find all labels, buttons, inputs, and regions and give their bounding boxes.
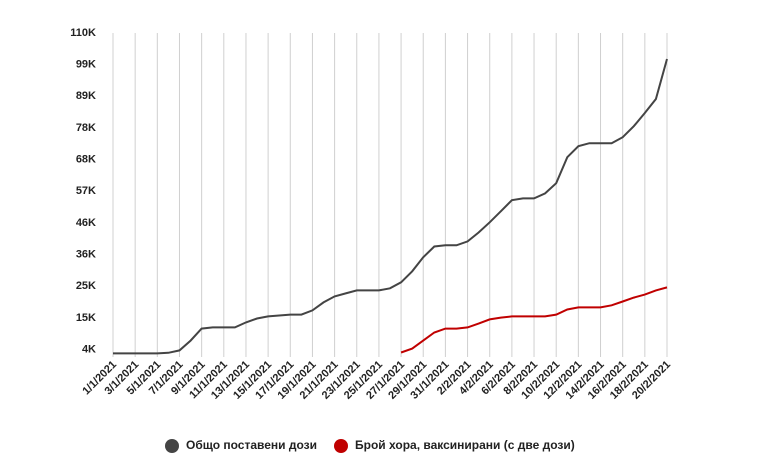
series-line — [400, 286, 668, 354]
legend-swatch — [334, 439, 348, 453]
y-tick-label: 78K — [76, 122, 96, 134]
legend-label: Общо поставени дози — [186, 438, 317, 452]
y-tick-label: 4K — [82, 343, 96, 355]
y-tick-label: 57K — [76, 185, 96, 197]
series-line — [113, 58, 668, 355]
y-tick-label: 25K — [76, 280, 96, 292]
y-tick-label: 15K — [76, 312, 96, 324]
y-tick-label: 36K — [76, 248, 96, 260]
legend-swatch — [165, 439, 179, 453]
y-tick-label: 46K — [76, 217, 96, 229]
y-tick-label: 68K — [76, 154, 96, 166]
y-tick-label: 89K — [76, 90, 96, 102]
y-tick-label: 99K — [76, 59, 96, 71]
y-tick-label: 110K — [70, 27, 96, 39]
legend-label: Брой хора, ваксинирани (с две дози) — [355, 438, 575, 452]
